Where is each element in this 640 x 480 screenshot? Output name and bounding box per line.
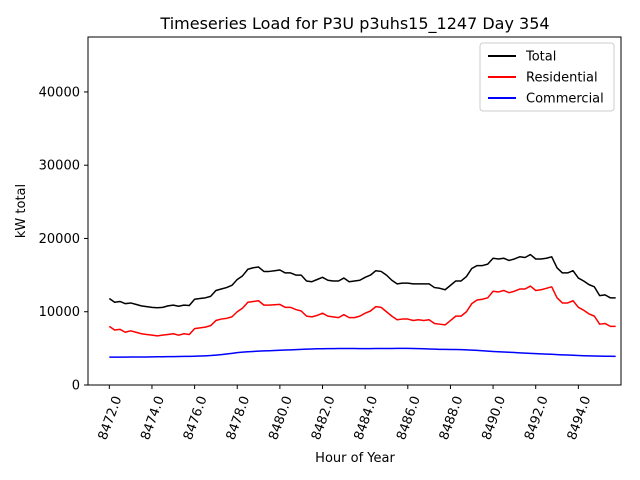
series-layer	[108, 253, 616, 358]
y-axis-label: kW total	[14, 184, 29, 238]
series-line-commercial	[109, 347, 616, 358]
x-axis-label: Hour of Year	[315, 451, 395, 466]
y-tick-label: 20000	[39, 232, 80, 247]
y-tick-label: 0	[72, 379, 80, 394]
legend-label-commercial: Commercial	[526, 92, 604, 107]
series-line-total	[108, 253, 616, 309]
axes-frame	[87, 36, 622, 386]
series-line-residential	[108, 285, 616, 337]
y-axis: 0 10000 20000 30000 40000	[39, 85, 88, 394]
y-tick-label: 40000	[39, 85, 80, 100]
legend-label-total: Total	[525, 50, 556, 65]
legend: Total Residential Commercial	[479, 42, 615, 112]
legend-label-residential: Residential	[526, 71, 598, 86]
legend-box	[479, 42, 615, 112]
y-tick-label: 30000	[39, 159, 80, 174]
chart-title: Timeseries Load for P3U p3uhs15_1247 Day…	[159, 14, 549, 34]
y-tick-label: 10000	[39, 305, 80, 320]
